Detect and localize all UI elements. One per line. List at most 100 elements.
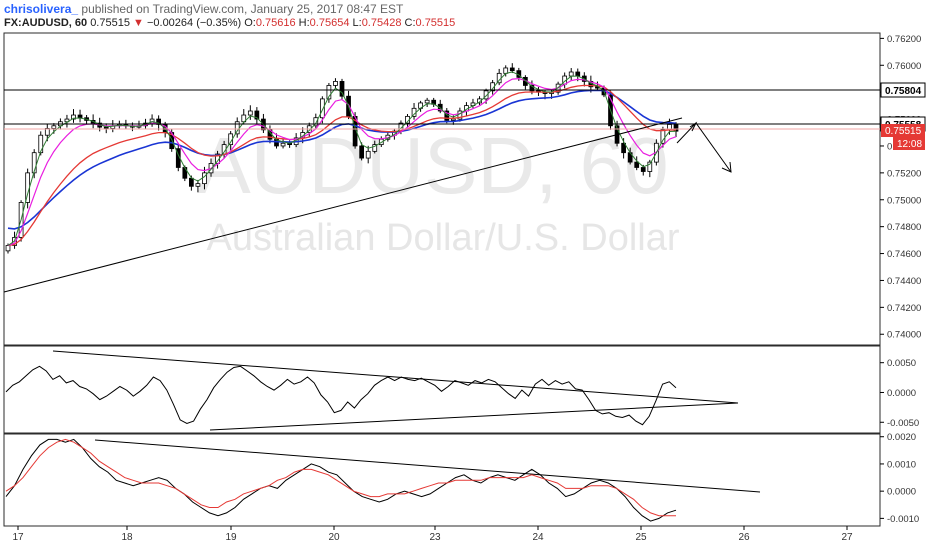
y-tick-label: 0.74200 <box>887 303 921 314</box>
candle[interactable] <box>483 90 489 100</box>
y-tick-label: 0.0000 <box>887 388 916 399</box>
x-tick-label: 23 <box>429 532 441 543</box>
arrow-head-down-icon <box>721 161 732 173</box>
y-tick-label: -0.0050 <box>887 418 919 429</box>
symbol-label[interactable]: FX:AUDUSD, 60 <box>4 17 88 29</box>
candle[interactable] <box>529 85 535 92</box>
y-tick-label: 0.0000 <box>887 487 916 498</box>
high-value: 0.75654 <box>309 17 350 29</box>
publish-line: chrisolivera_ published on TradingView.c… <box>4 2 403 16</box>
candle[interactable] <box>503 67 509 74</box>
candle[interactable] <box>647 161 653 172</box>
open-label: O: <box>244 17 256 29</box>
y-tick-label: 0.76000 <box>887 61 921 72</box>
candle[interactable] <box>621 142 626 154</box>
low-label: L: <box>352 17 362 29</box>
oscillator-trendline-upper[interactable] <box>52 350 739 404</box>
y-tick-label: 0.76200 <box>887 34 921 45</box>
oscillator-layer <box>5 350 739 431</box>
x-tick-label: 19 <box>225 532 237 543</box>
x-tick-label: 24 <box>532 532 544 543</box>
candle[interactable] <box>38 134 44 154</box>
published-text: published on TradingView.com, January 25… <box>81 2 404 16</box>
y-tick-label: 0.75200 <box>887 168 921 179</box>
trendline-main[interactable] <box>3 117 683 293</box>
x-tick-label: 27 <box>841 532 853 543</box>
candle[interactable] <box>254 110 260 120</box>
candle[interactable] <box>660 129 666 144</box>
candle[interactable] <box>313 117 319 127</box>
candle[interactable] <box>568 71 574 77</box>
y-tick-label: 0.75000 <box>887 195 921 206</box>
close-value: 0.75515 <box>415 17 456 29</box>
price-change: −0.00264 (−0.35%) <box>146 17 242 29</box>
down-arrow-icon: ▼ <box>133 17 144 29</box>
badge-upper-level-text: 0.75804 <box>885 86 922 97</box>
candle[interactable] <box>359 145 365 159</box>
candle[interactable] <box>333 81 338 86</box>
candle[interactable] <box>44 128 50 136</box>
candle[interactable] <box>372 144 378 152</box>
high-label: H: <box>298 17 310 29</box>
badge-upper-level <box>880 82 926 98</box>
x-tick-label: 17 <box>12 532 24 543</box>
candle[interactable] <box>424 99 430 104</box>
badge-last-price-text: 0.75515 <box>885 126 922 137</box>
projection-path[interactable] <box>676 122 732 173</box>
candle[interactable] <box>326 85 332 100</box>
y-tick-label: 0.74800 <box>887 222 921 233</box>
watermark-description: Australian Dollar/U.S. Dollar <box>206 217 679 259</box>
last-price: 0.75515 <box>90 17 130 29</box>
close-label: C: <box>404 17 416 29</box>
macd-trendline[interactable] <box>94 439 761 493</box>
candle[interactable] <box>189 177 194 187</box>
x-tick-label: 25 <box>635 532 647 543</box>
candle[interactable] <box>51 125 57 129</box>
candle[interactable] <box>634 161 640 168</box>
macd-signal-line[interactable] <box>5 438 676 517</box>
y-tick-label: 0.0020 <box>887 432 916 443</box>
macd-line[interactable] <box>5 438 677 522</box>
oscillator-trendline-lower[interactable] <box>209 402 739 431</box>
candle[interactable] <box>450 118 456 121</box>
low-value: 0.75428 <box>361 17 402 29</box>
candle[interactable] <box>195 183 201 187</box>
main-pane-frame <box>3 32 881 346</box>
candle[interactable] <box>77 114 83 119</box>
badge-countdown <box>893 137 925 150</box>
watermark-symbol: AUDUSD, 60 <box>197 121 668 210</box>
candle[interactable] <box>477 98 482 104</box>
candle[interactable] <box>339 81 345 97</box>
candle[interactable] <box>247 110 253 116</box>
candle[interactable] <box>509 67 515 72</box>
candle[interactable] <box>280 142 286 147</box>
moving-average-green[interactable] <box>7 71 677 246</box>
y-tick-label: -0.0010 <box>887 514 919 525</box>
candle[interactable] <box>319 98 325 119</box>
macd-layer <box>5 438 761 522</box>
arrow-head-up-icon <box>689 121 698 132</box>
candle[interactable] <box>103 126 109 129</box>
candle[interactable] <box>71 114 76 120</box>
chart-header: chrisolivera_ published on TradingView.c… <box>4 2 924 32</box>
open-value: 0.75616 <box>255 17 296 29</box>
candle[interactable] <box>5 245 11 252</box>
y-tick-label: 0.0050 <box>887 358 916 369</box>
macd-pane-frame <box>3 433 881 527</box>
badge-last-price <box>881 124 925 137</box>
x-tick-label: 18 <box>121 532 133 543</box>
oscillator-pane-frame <box>3 345 881 434</box>
y-tick-label: 0.74000 <box>887 330 921 341</box>
oscillator-line[interactable] <box>5 365 677 426</box>
moving-average-red[interactable] <box>7 84 677 247</box>
y-tick-label: 0.74600 <box>887 249 921 260</box>
price-badges: 0.75804 0.75558 0.75515 12:08 <box>880 82 926 150</box>
candle[interactable] <box>365 150 371 159</box>
badge-countdown-text: 12:08 <box>897 139 922 150</box>
symbol-line: FX:AUDUSD, 60 0.75515 ▼ −0.00264 (−0.35%… <box>4 17 455 29</box>
x-tick-label: 26 <box>738 532 750 543</box>
candle[interactable] <box>640 167 646 172</box>
candle[interactable] <box>575 71 581 77</box>
author-link[interactable]: chrisolivera_ <box>4 2 79 16</box>
